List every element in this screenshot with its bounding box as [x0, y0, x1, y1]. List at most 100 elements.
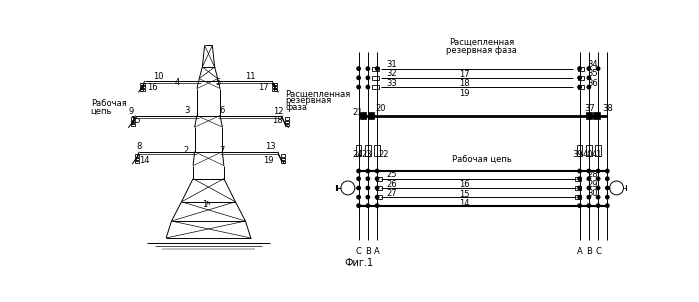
Bar [273, 89, 278, 91]
Text: 20: 20 [375, 104, 386, 113]
Bar [141, 83, 145, 85]
Circle shape [366, 67, 370, 70]
Text: фаза: фаза [285, 103, 308, 112]
Text: A: A [577, 247, 582, 256]
Text: 23: 23 [361, 149, 373, 159]
Text: 27: 27 [387, 189, 397, 198]
Bar [368, 112, 374, 119]
Circle shape [357, 195, 360, 199]
Text: 35: 35 [587, 69, 598, 79]
Text: 29: 29 [587, 180, 598, 188]
Circle shape [357, 177, 360, 180]
Text: 22: 22 [379, 149, 389, 159]
Text: 17: 17 [459, 70, 469, 79]
Bar [140, 89, 143, 91]
Text: 41: 41 [592, 149, 603, 159]
Bar [140, 86, 143, 88]
Bar [575, 177, 581, 181]
Circle shape [587, 186, 591, 190]
Text: Фиг.1: Фиг.1 [344, 259, 373, 268]
Circle shape [587, 76, 591, 79]
Text: 9: 9 [129, 107, 134, 116]
Circle shape [605, 204, 609, 207]
Text: 36: 36 [587, 79, 598, 88]
Text: 37: 37 [584, 104, 595, 113]
Bar [140, 83, 143, 85]
Text: 18: 18 [459, 79, 469, 88]
Text: 18: 18 [272, 116, 282, 125]
Text: Расщепленная: Расщепленная [449, 38, 514, 47]
Bar [360, 112, 366, 119]
Text: Рабочая цепь: Рабочая цепь [452, 155, 512, 164]
Text: 39: 39 [572, 149, 582, 159]
Text: 19: 19 [459, 89, 469, 98]
Circle shape [596, 169, 600, 173]
Circle shape [596, 195, 600, 199]
Bar [373, 85, 379, 89]
Text: 6: 6 [219, 106, 224, 115]
Bar [135, 161, 139, 163]
Bar [365, 145, 370, 156]
Bar [135, 158, 139, 160]
Bar [272, 86, 276, 88]
Circle shape [366, 204, 370, 207]
Circle shape [375, 67, 379, 70]
Bar [273, 86, 278, 88]
Bar [356, 145, 361, 156]
Circle shape [578, 177, 582, 180]
Text: 16: 16 [459, 180, 469, 189]
Circle shape [605, 195, 609, 199]
Text: 34: 34 [587, 60, 598, 69]
Circle shape [587, 204, 591, 207]
Circle shape [366, 186, 370, 190]
Text: 40: 40 [583, 149, 593, 159]
Bar [375, 195, 382, 199]
Bar [131, 120, 135, 123]
Bar [575, 186, 581, 190]
Bar [281, 158, 285, 160]
Circle shape [587, 169, 591, 173]
Circle shape [578, 76, 582, 79]
Circle shape [596, 186, 600, 190]
Bar [586, 112, 592, 119]
Bar [272, 83, 276, 85]
Circle shape [578, 195, 582, 199]
Bar [285, 120, 289, 123]
Text: C: C [356, 247, 361, 256]
Text: 12: 12 [273, 107, 284, 116]
Bar [375, 177, 382, 181]
Circle shape [587, 67, 591, 70]
Text: 3: 3 [185, 106, 189, 115]
Circle shape [366, 85, 370, 89]
Text: B: B [365, 247, 370, 256]
Circle shape [366, 169, 370, 173]
Text: Расщепленная: Расщепленная [285, 89, 351, 98]
Text: 11: 11 [245, 72, 256, 81]
Bar [281, 154, 285, 157]
Bar [285, 117, 289, 120]
Bar [141, 86, 145, 88]
Bar [373, 76, 379, 80]
Text: 28: 28 [587, 170, 598, 179]
Circle shape [357, 204, 360, 207]
Bar [578, 67, 584, 70]
Bar [596, 145, 600, 156]
Circle shape [605, 177, 609, 180]
Bar [373, 67, 379, 70]
Text: 13: 13 [265, 142, 275, 151]
Text: 4: 4 [175, 78, 180, 87]
Circle shape [366, 76, 370, 79]
Bar [375, 145, 380, 156]
Bar [141, 89, 145, 91]
Circle shape [357, 186, 360, 190]
Circle shape [578, 186, 582, 190]
Text: 25: 25 [387, 170, 397, 179]
Text: Рабочая: Рабочая [91, 99, 127, 108]
Circle shape [596, 67, 600, 70]
Circle shape [357, 85, 360, 89]
Text: 38: 38 [603, 104, 614, 113]
Circle shape [578, 67, 582, 70]
Bar [272, 89, 276, 91]
Text: C: C [595, 247, 601, 256]
Circle shape [587, 177, 591, 180]
